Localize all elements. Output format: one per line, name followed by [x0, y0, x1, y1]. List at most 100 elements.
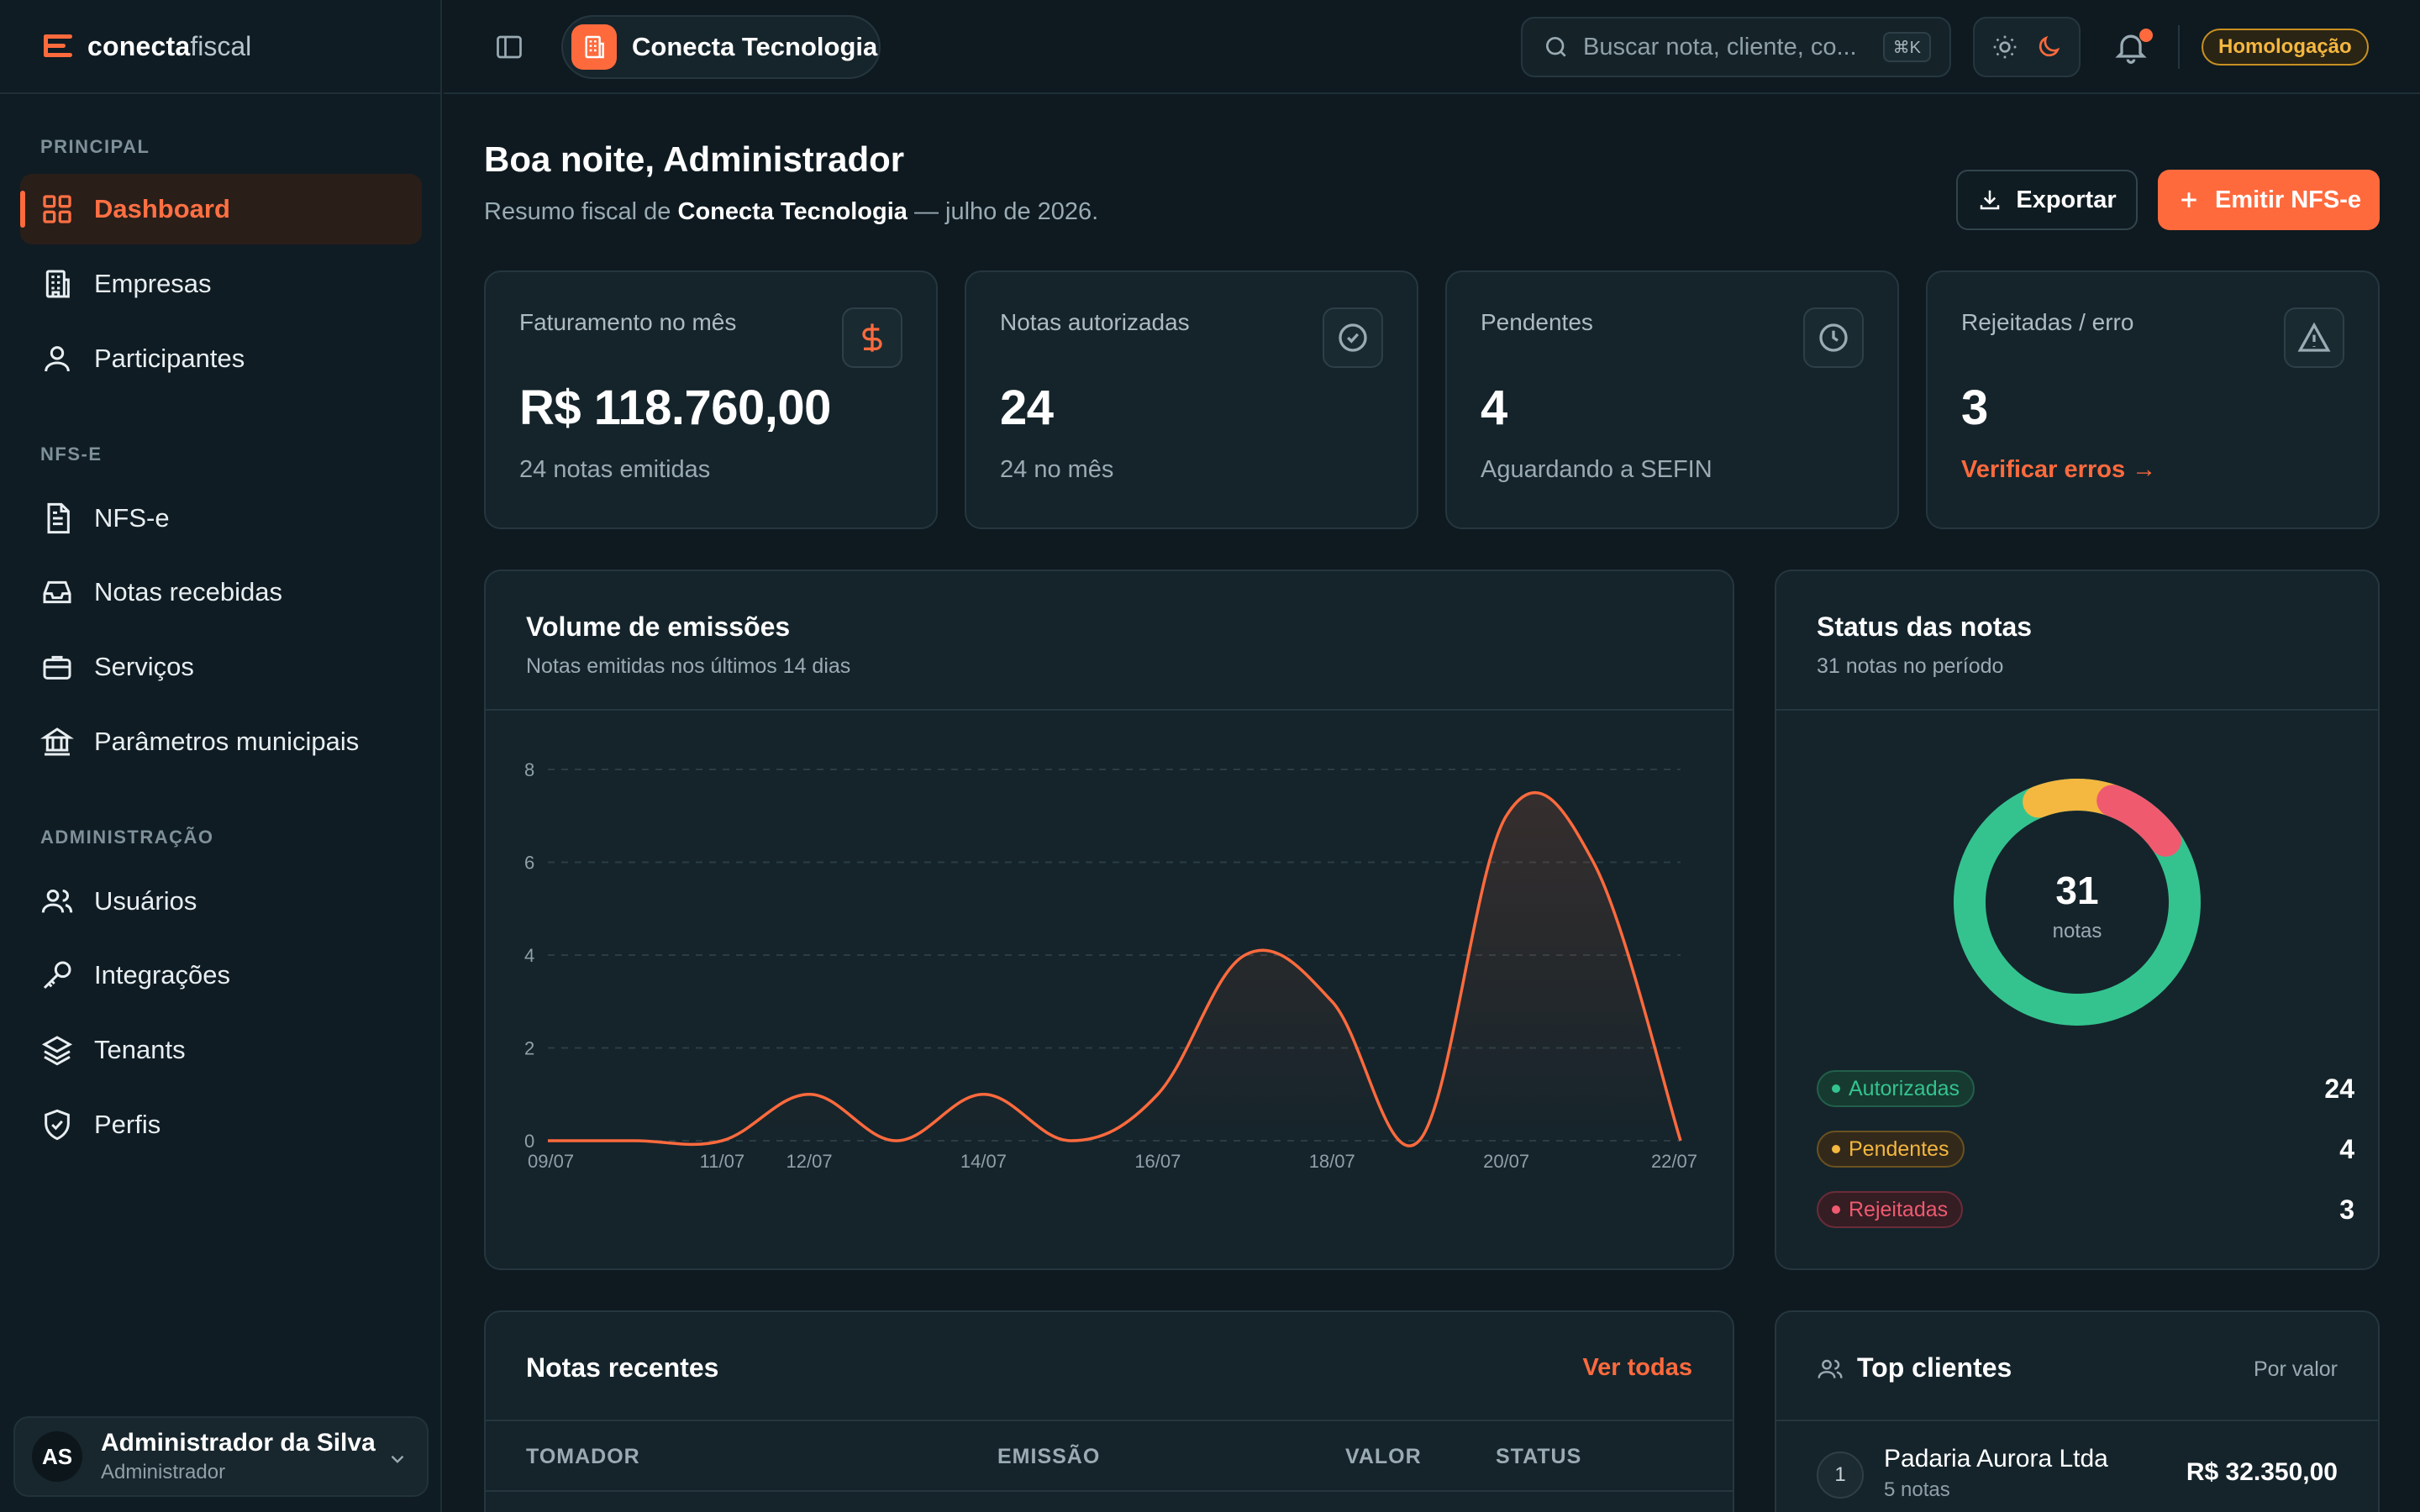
column-header-valor[interactable]: VALOR — [1345, 1445, 1422, 1468]
sidebar-item-label: Empresas — [94, 269, 212, 298]
card-title: Top clientes — [1857, 1352, 2012, 1383]
plus-icon — [2181, 192, 2196, 207]
sidebar-item-dashboard[interactable]: Dashboard — [20, 174, 422, 244]
export-button[interactable]: Exportar — [1956, 170, 2138, 230]
page-title: Boa noite, Administrador — [484, 139, 905, 179]
legend-count: 4 — [2339, 1133, 2354, 1164]
sidebar-item-notas-recebidas[interactable]: Notas recebidas — [20, 557, 422, 627]
users-icon — [1818, 1359, 1843, 1378]
stat-icon-wrap — [842, 307, 902, 368]
dollar-icon — [862, 323, 882, 352]
sidebar-item-servicos[interactable]: Serviços — [20, 632, 422, 702]
divider — [486, 1420, 1733, 1421]
stat-title: Notas autorizadas — [1000, 309, 1190, 335]
topbar-divider — [2178, 25, 2180, 69]
legend-pendentes: Pendentes 4 — [1817, 1129, 2354, 1169]
stat-card-faturamento: Faturamento no mês R$ 118.760,00 24 nota… — [484, 270, 938, 529]
brand-name-light: fiscal — [190, 30, 252, 61]
company-selector[interactable]: Conecta Tecnologia — [561, 15, 881, 79]
y-tick-label: 4 — [524, 945, 534, 966]
sidebar-item-label: Tenants — [94, 1035, 186, 1064]
emit-label: Emitir NFS-e — [2214, 186, 2362, 213]
section-nfse: NFS-E — [40, 444, 103, 465]
sidebar-item-usuarios[interactable]: Usuários — [20, 866, 422, 937]
y-tick-label: 2 — [524, 1038, 534, 1059]
moon-icon[interactable] — [2035, 34, 2062, 60]
chevron-down-icon — [391, 1455, 404, 1463]
sidebar-item-parametros[interactable]: Parâmetros municipais — [20, 706, 422, 777]
company-name: Conecta Tecnologia — [632, 32, 878, 61]
divider — [486, 1490, 1733, 1492]
export-label: Exportar — [2016, 186, 2117, 213]
sidebar-item-label: Dashboard — [94, 194, 230, 223]
stat-card-pendentes: Pendentes 4 Aguardando a SEFIN — [1445, 270, 1899, 529]
sidebar-toggle-icon[interactable] — [494, 32, 524, 62]
card-header: Status das notas 31 notas no período — [1776, 571, 2378, 711]
sidebar-item-label: NFS-e — [94, 503, 170, 533]
sidebar-item-label: Usuários — [94, 886, 197, 916]
column-header-tomador[interactable]: TOMADOR — [526, 1445, 640, 1468]
sidebar-item-integracoes[interactable]: Integrações — [20, 940, 422, 1011]
status-card: Status das notas 31 notas no período 31 … — [1775, 570, 2380, 1270]
y-tick-label: 0 — [524, 1131, 534, 1152]
stat-sub: 24 no mês — [1000, 456, 1114, 483]
sidebar-item-nfse[interactable]: NFS-e — [20, 483, 422, 554]
stat-value: 4 — [1481, 381, 1507, 435]
logo-icon — [44, 34, 72, 57]
top-clients-card: Top clientes Por valor 1 Padaria Aurora … — [1775, 1310, 2380, 1512]
sidebar-item-participantes[interactable]: Participantes — [20, 323, 422, 394]
verify-errors-link[interactable]: Verificar erros → — [1961, 456, 2157, 483]
legend-label: Rejeitadas — [1849, 1197, 1949, 1221]
sun-icon[interactable] — [1991, 34, 2018, 60]
x-tick-label: 22/07 — [1651, 1151, 1697, 1172]
user-icon — [45, 346, 70, 372]
x-tick-label: 18/07 — [1309, 1151, 1355, 1172]
page-subtitle: Resumo fiscal de Conecta Tecnologia — ju… — [484, 198, 1098, 226]
client-value: R$ 32.350,00 — [2186, 1458, 2338, 1486]
document-icon — [47, 502, 70, 534]
sidebar-item-label: Participantes — [94, 344, 245, 373]
key-icon — [43, 961, 71, 990]
grid-icon — [43, 195, 71, 223]
user-menu[interactable]: AS Administrador da Silva Administrador — [13, 1416, 429, 1497]
client-notes: 5 notas — [1884, 1478, 1950, 1501]
legend-count: 3 — [2339, 1194, 2354, 1225]
card-title: Status das notas — [1817, 612, 2033, 642]
theme-toggle[interactable] — [1973, 17, 2081, 77]
column-header-status[interactable]: STATUS — [1496, 1445, 1582, 1468]
sidebar: conecta fiscal PRINCIPAL Dashboard Empres… — [0, 0, 442, 1512]
clock-icon — [1819, 323, 1848, 352]
emit-nfse-button[interactable]: Emitir NFS-e — [2158, 170, 2380, 230]
sidebar-item-tenants[interactable]: Tenants — [20, 1015, 422, 1085]
x-tick-label: 14/07 — [960, 1151, 1007, 1172]
status-dot — [1832, 1145, 1840, 1153]
user-role: Administrador — [101, 1461, 226, 1483]
column-header-emissao[interactable]: EMISSÃO — [997, 1445, 1101, 1468]
sidebar-item-label: Perfis — [94, 1110, 161, 1139]
sidebar-item-empresas[interactable]: Empresas — [20, 249, 422, 319]
environment-badge: Homologação — [2202, 29, 2369, 66]
client-name[interactable]: Padaria Aurora Ltda — [1884, 1445, 2108, 1473]
y-tick-label: 8 — [524, 759, 534, 780]
search-input[interactable]: Buscar nota, cliente, co... ⌘K — [1521, 17, 1951, 77]
check-circle-icon — [1339, 323, 1367, 352]
sidebar-item-perfis[interactable]: Perfis — [20, 1089, 422, 1160]
brand[interactable]: conecta fiscal — [0, 0, 440, 94]
legend-label: Autorizadas — [1849, 1076, 1960, 1100]
search-shortcut: ⌘K — [1882, 32, 1931, 62]
sidebar-item-label: Parâmetros municipais — [94, 727, 360, 756]
view-all-link[interactable]: Ver todas — [1582, 1354, 1692, 1381]
volume-card: Volume de emissões Notas emitidas nos úl… — [484, 570, 1734, 1270]
summary-prefix: Resumo fiscal de — [484, 198, 671, 225]
sort-label[interactable]: Por valor — [2253, 1357, 2338, 1381]
stat-icon-wrap — [1803, 307, 1864, 368]
users-icon — [41, 890, 73, 913]
stat-value: R$ 118.760,00 — [519, 381, 831, 435]
stat-title: Pendentes — [1481, 309, 1593, 335]
sidebar-item-label: Serviços — [94, 652, 194, 681]
landmark-icon — [40, 727, 74, 756]
topbar: Conecta Tecnologia Buscar nota, cliente,… — [444, 0, 2420, 94]
brand-name-bold: conecta — [87, 30, 191, 61]
status-donut-chart: 31 notas — [1954, 779, 2201, 1026]
bell-icon[interactable] — [2112, 29, 2149, 66]
